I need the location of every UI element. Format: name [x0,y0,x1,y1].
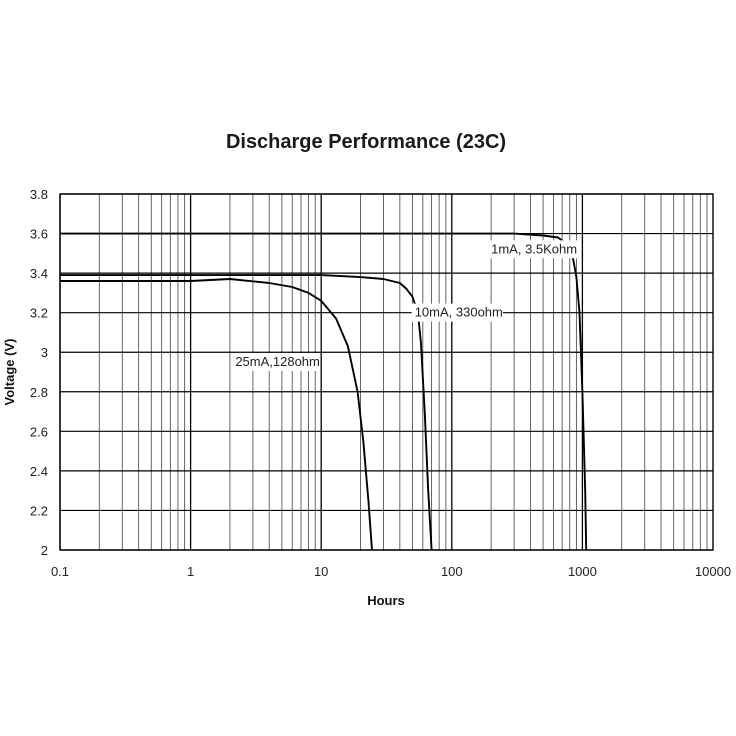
x-tick-label: 0.1 [51,564,69,579]
x-tick-label: 10 [314,564,328,579]
annotation-background [232,353,317,372]
series-line-3 [60,278,373,551]
y-tick-label: 2.4 [30,464,48,479]
x-tick-label: 10000 [695,564,731,579]
x-tick-label: 1 [187,564,194,579]
curve-annotation: 1mA, 3.5Kohm [491,241,577,256]
x-tick-label: 100 [441,564,463,579]
plot-frame [59,193,714,551]
curve-annotation: 10mA, 330ohm [415,305,503,320]
chart-title: Discharge Performance (23C) [226,131,506,153]
curve-annotation: 25mA,128ohm [235,354,320,369]
axes [59,193,714,551]
y-tick-label: 3.6 [30,227,48,242]
grid [59,193,713,551]
y-tick-label: 3 [41,345,48,360]
annotations: 1mA, 3.5Kohm 10mA, 330ohm 25mA,128ohm [232,240,580,372]
annotation-background [488,240,580,259]
y-axis-label: Voltage (V) [2,339,17,406]
tick-labels: 0.1 1 10 100 1000 10000 2 2.2 2.4 2.6 2.8 3 3.2 3.4 3.… [30,187,731,579]
x-tick-label: 1000 [568,564,597,579]
y-tick-label: 3.8 [30,187,48,202]
x-axis-label: Hours [367,593,405,608]
y-tick-label: 3.2 [30,306,48,321]
series-line-2 [60,274,433,551]
annotation-background [411,303,503,322]
y-tick-label: 3.4 [30,266,48,281]
y-tick-label: 2 [41,543,48,558]
y-tick-label: 2.2 [30,503,48,518]
y-tick-label: 2.6 [30,424,48,439]
y-tick-label: 2.8 [30,385,48,400]
